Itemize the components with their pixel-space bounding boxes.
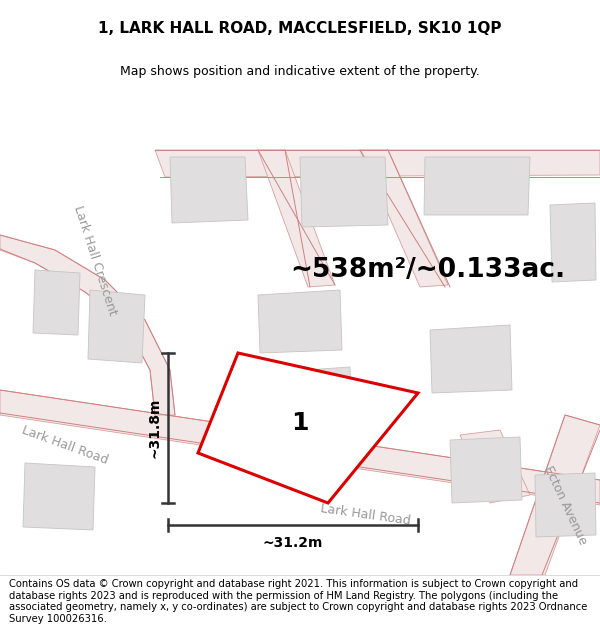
Text: Lark Hall Road: Lark Hall Road bbox=[20, 423, 110, 467]
Polygon shape bbox=[550, 203, 596, 282]
Polygon shape bbox=[450, 437, 522, 503]
Polygon shape bbox=[88, 290, 145, 363]
Polygon shape bbox=[170, 157, 248, 223]
Polygon shape bbox=[258, 150, 335, 287]
Text: 1, LARK HALL ROAD, MACCLESFIELD, SK10 1QP: 1, LARK HALL ROAD, MACCLESFIELD, SK10 1Q… bbox=[98, 21, 502, 36]
Text: Contains OS data © Crown copyright and database right 2021. This information is : Contains OS data © Crown copyright and d… bbox=[9, 579, 587, 624]
Polygon shape bbox=[300, 157, 388, 227]
Polygon shape bbox=[430, 325, 512, 393]
Polygon shape bbox=[198, 353, 418, 503]
Polygon shape bbox=[0, 235, 175, 415]
Polygon shape bbox=[460, 430, 530, 503]
Polygon shape bbox=[33, 270, 80, 335]
Polygon shape bbox=[262, 367, 352, 439]
Text: Ecton Avenue: Ecton Avenue bbox=[541, 464, 589, 546]
Polygon shape bbox=[258, 290, 342, 353]
Text: ~538m²/~0.133ac.: ~538m²/~0.133ac. bbox=[290, 257, 565, 283]
Polygon shape bbox=[0, 390, 600, 505]
Text: Lark Hall Road: Lark Hall Road bbox=[319, 503, 411, 528]
Text: Lark Hall Crescent: Lark Hall Crescent bbox=[71, 204, 119, 316]
Text: ~31.8m: ~31.8m bbox=[147, 398, 161, 458]
Text: Map shows position and indicative extent of the property.: Map shows position and indicative extent… bbox=[120, 65, 480, 78]
Text: ~31.2m: ~31.2m bbox=[263, 536, 323, 550]
Polygon shape bbox=[360, 150, 448, 287]
Polygon shape bbox=[510, 415, 600, 575]
Polygon shape bbox=[535, 473, 596, 537]
Polygon shape bbox=[424, 157, 530, 215]
Polygon shape bbox=[155, 150, 600, 177]
Text: 1: 1 bbox=[291, 411, 309, 435]
Polygon shape bbox=[23, 463, 95, 530]
